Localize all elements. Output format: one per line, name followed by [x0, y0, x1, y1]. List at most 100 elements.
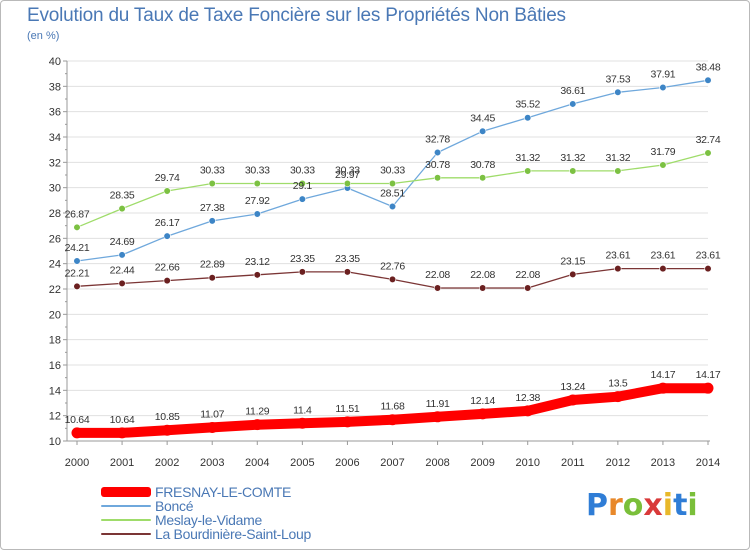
x-tick-label: 2006: [335, 457, 359, 469]
x-tick-label: 2012: [606, 457, 630, 469]
data-point: [298, 179, 306, 188]
data-label: 23.15: [560, 255, 585, 267]
data-label: 22.44: [110, 264, 135, 276]
data-point: [341, 416, 353, 428]
data-label: 37.91: [651, 68, 676, 80]
logo-letter: t: [673, 488, 688, 523]
logo-letter: o: [622, 488, 644, 523]
data-label: 23.35: [290, 253, 315, 265]
legend-label: Meslay-le-Vidame: [155, 512, 262, 528]
data-point: [704, 149, 712, 157]
x-tick-label: 2014: [696, 457, 720, 469]
logo-letter: i: [687, 488, 698, 523]
data-label: 22.66: [155, 262, 180, 274]
data-label: 11.29: [245, 406, 269, 418]
data-label: 11.68: [381, 401, 405, 413]
y-tick-label: 14: [49, 385, 61, 397]
data-label: 23.61: [696, 250, 721, 262]
data-point: [702, 382, 714, 394]
data-labels-layer: 24.21 24.69 26.17 27.38 27.92 29.1 29.97 28.51 3…: [65, 61, 722, 426]
data-point: [524, 284, 532, 292]
logo-letter: x: [643, 488, 663, 523]
data-point: [704, 265, 712, 273]
data-label: 26.17: [155, 217, 180, 229]
data-label: 27.92: [245, 195, 270, 207]
y-tick-label: 20: [49, 309, 61, 321]
data-point: [614, 167, 622, 175]
series-layer: [71, 76, 714, 439]
legend-label: Boncé: [155, 498, 194, 514]
legend-swatch: [101, 533, 151, 535]
axes-layer: 10 12 14 16 18 20 22 24 26 28 30 32 34 36 38 40 2000 2001…: [49, 56, 720, 469]
data-label: 29.97: [335, 169, 360, 181]
data-label: 30.33: [200, 164, 225, 176]
x-tick-label: 2001: [110, 457, 134, 469]
data-label: 35.52: [515, 99, 540, 111]
x-tick-label: 2010: [515, 457, 539, 469]
data-point: [206, 421, 218, 433]
data-point: [659, 265, 667, 273]
data-point: [614, 88, 622, 96]
x-tick-label: 2009: [470, 457, 494, 469]
data-label: 13.5: [608, 378, 628, 390]
data-point: [388, 179, 397, 188]
data-label: 32.78: [425, 133, 450, 145]
data-label: 31.32: [515, 152, 540, 164]
data-label: 24.69: [110, 236, 135, 248]
logo-letter: r: [608, 488, 623, 523]
data-label: 10.64: [65, 414, 90, 426]
y-tick-label: 36: [49, 107, 61, 119]
y-tick-label: 18: [49, 335, 61, 347]
legend-swatch: [101, 519, 151, 521]
data-point: [659, 161, 667, 169]
data-point: [612, 391, 624, 403]
y-tick-label: 16: [49, 360, 61, 372]
data-point: [208, 217, 216, 225]
data-label: 38.48: [696, 61, 721, 73]
data-point: [704, 76, 712, 84]
data-point: [253, 271, 261, 279]
data-label: 31.79: [651, 146, 676, 158]
data-point: [118, 204, 126, 213]
data-label: 30.33: [245, 164, 270, 176]
data-point: [433, 148, 442, 157]
chart-title: Evolution du Taux de Taxe Foncière sur l…: [27, 5, 566, 26]
data-point: [569, 270, 577, 279]
data-label: 11.4: [293, 404, 312, 416]
y-tick-label: 10: [49, 436, 61, 448]
data-label: 22.21: [65, 267, 90, 279]
data-label: 34.45: [470, 112, 495, 124]
data-point: [251, 419, 263, 431]
data-label: 31.32: [560, 152, 585, 164]
data-label: 36.61: [560, 85, 585, 97]
x-tick-label: 2000: [65, 457, 89, 469]
data-label: 29.1: [293, 180, 313, 192]
data-point: [524, 167, 532, 175]
x-tick-label: 2013: [651, 457, 675, 469]
data-label: 23.12: [245, 256, 270, 268]
data-point: [253, 210, 261, 218]
x-tick-label: 2002: [155, 457, 179, 469]
data-label: 23.61: [651, 250, 676, 262]
data-label: 37.53: [605, 73, 630, 85]
data-point: [298, 268, 306, 276]
y-tick-label: 34: [49, 132, 61, 144]
logo-letter: P: [586, 488, 608, 523]
data-point: [298, 195, 306, 203]
y-tick-label: 12: [49, 411, 61, 423]
data-label: 28.35: [110, 190, 135, 202]
data-point: [208, 179, 216, 188]
data-label: 31.32: [605, 152, 630, 164]
data-label: 12.14: [470, 395, 495, 407]
data-label: 10.64: [110, 414, 135, 426]
x-tick-label: 2007: [380, 457, 404, 469]
data-point: [387, 414, 398, 426]
y-tick-label: 28: [49, 208, 61, 220]
data-label: 22.08: [470, 269, 495, 281]
data-point: [388, 202, 397, 211]
data-point: [118, 279, 126, 288]
data-point: [479, 127, 487, 135]
grid-layer: [67, 60, 708, 417]
